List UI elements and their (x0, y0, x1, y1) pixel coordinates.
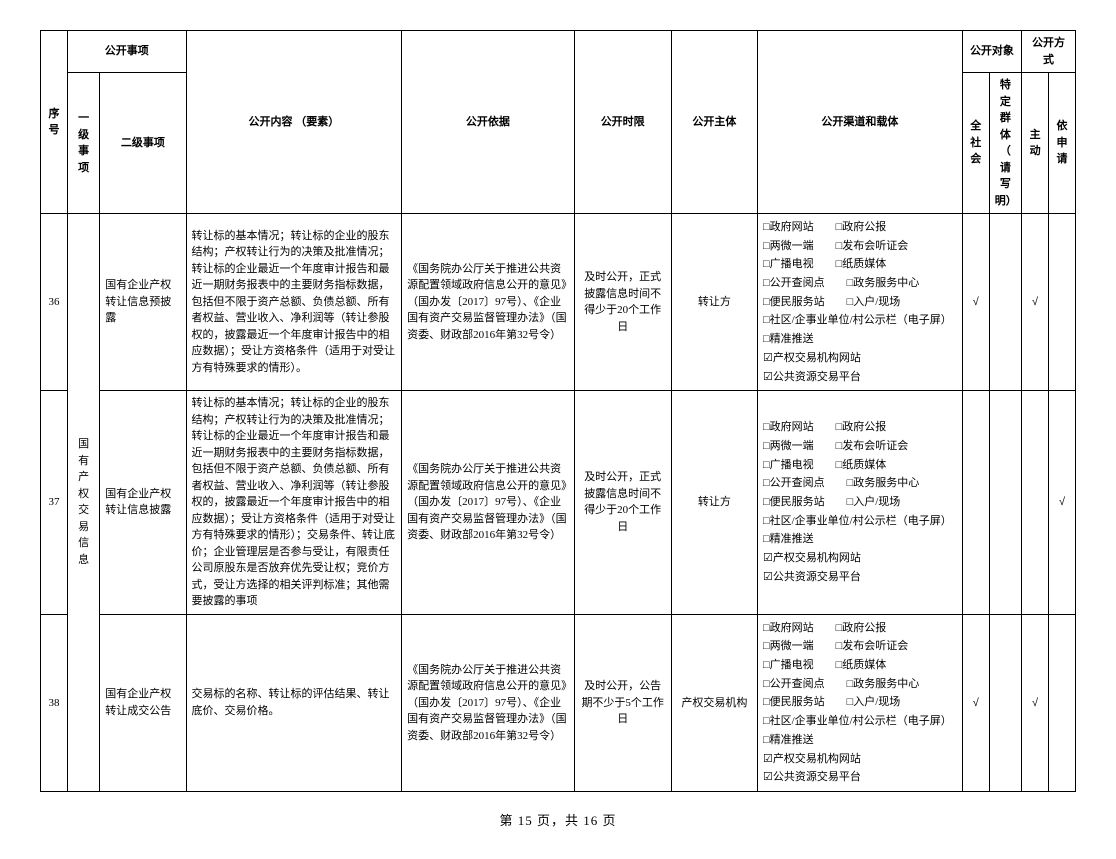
cell-request (1049, 614, 1076, 791)
hdr-method: 公开方式 (1022, 31, 1076, 73)
cell-level2: 国有企业产权转让信息预披露 (100, 214, 186, 391)
hdr-group: 特定群体（请写明） (989, 73, 1021, 214)
channel-options: □政府网站 □政府公报□两微一端 □发布会听证会□广播电视 □纸质媒体□公开查阅… (763, 619, 957, 787)
hdr-society: 全社会 (962, 73, 989, 214)
cell-content: 转让标的基本情况；转让标的企业的股东结构；产权转让行为的决策及批准情况；转让标的… (186, 214, 402, 391)
cell-seq: 36 (41, 214, 68, 391)
cell-level2: 国有企业产权转让信息披露 (100, 391, 186, 615)
hdr-content: 公开内容 （要素） (186, 31, 402, 214)
disclosure-table: 序号 公开事项 公开内容 （要素） 公开依据 公开时限 公开主体 公开渠道和载体… (40, 30, 1076, 792)
table-row: 38 国有企业产权转让成交公告交易标的名称、转让标的评估结果、转让底价、交易价格。… (41, 614, 1076, 791)
cell-request: √ (1049, 391, 1076, 615)
table-row: 37 国有企业产权转让信息披露转让标的基本情况；转让标的企业的股东结构；产权转让行… (41, 391, 1076, 615)
hdr-request: 依申请 (1049, 73, 1076, 214)
cell-group (989, 614, 1021, 791)
cell-channel: □政府网站 □政府公报□两微一端 □发布会听证会□广播电视 □纸质媒体□公开查阅… (757, 214, 962, 391)
hdr-level1: 一级事项 (67, 73, 99, 214)
cell-active: √ (1022, 214, 1049, 391)
cell-channel: □政府网站 □政府公报□两微一端 □发布会听证会□广播电视 □纸质媒体□公开查阅… (757, 391, 962, 615)
cell-society (962, 391, 989, 615)
hdr-item: 公开事项 (67, 31, 186, 73)
hdr-basis: 公开依据 (402, 31, 575, 214)
cell-time: 及时公开，公告期不少于5个工作日 (574, 614, 671, 791)
cell-basis: 《国务院办公厅关于推进公共资源配置领域政府信息公开的意见》（国办发〔2017〕9… (402, 614, 575, 791)
table-row: 36国有产权交易信息国有企业产权转让信息预披露转让标的基本情况；转让标的企业的股… (41, 214, 1076, 391)
cell-request (1049, 214, 1076, 391)
cell-seq: 37 (41, 391, 68, 615)
channel-options: □政府网站 □政府公报□两微一端 □发布会听证会□广播电视 □纸质媒体□公开查阅… (763, 418, 957, 586)
hdr-level2: 二级事项 (100, 73, 186, 214)
cell-content: 转让标的基本情况；转让标的企业的股东结构；产权转让行为的决策及批准情况；转让标的… (186, 391, 402, 615)
cell-society: √ (962, 214, 989, 391)
cell-level1: 国有产权交易信息 (67, 214, 99, 792)
hdr-active: 主动 (1022, 73, 1049, 214)
hdr-target: 公开对象 (962, 31, 1021, 73)
hdr-time: 公开时限 (574, 31, 671, 214)
cell-group (989, 391, 1021, 615)
cell-time: 及时公开，正式披露信息时间不得少于20个工作日 (574, 214, 671, 391)
cell-level2: 国有企业产权转让成交公告 (100, 614, 186, 791)
hdr-seq: 序号 (41, 31, 68, 214)
cell-basis: 《国务院办公厅关于推进公共资源配置领域政府信息公开的意见》（国办发〔2017〕9… (402, 391, 575, 615)
cell-subject: 产权交易机构 (671, 614, 757, 791)
cell-channel: □政府网站 □政府公报□两微一端 □发布会听证会□广播电视 □纸质媒体□公开查阅… (757, 614, 962, 791)
cell-active (1022, 391, 1049, 615)
cell-time: 及时公开，正式披露信息时间不得少于20个工作日 (574, 391, 671, 615)
page-footer: 第 15 页，共 16 页 (40, 810, 1076, 829)
cell-active: √ (1022, 614, 1049, 791)
cell-subject: 转让方 (671, 391, 757, 615)
cell-basis: 《国务院办公厅关于推进公共资源配置领域政府信息公开的意见》（国办发〔2017〕9… (402, 214, 575, 391)
cell-seq: 38 (41, 614, 68, 791)
hdr-channel: 公开渠道和载体 (757, 31, 962, 214)
hdr-subject: 公开主体 (671, 31, 757, 214)
cell-subject: 转让方 (671, 214, 757, 391)
cell-content: 交易标的名称、转让标的评估结果、转让底价、交易价格。 (186, 614, 402, 791)
channel-options: □政府网站 □政府公报□两微一端 □发布会听证会□广播电视 □纸质媒体□公开查阅… (763, 218, 957, 386)
cell-society: √ (962, 614, 989, 791)
cell-group (989, 214, 1021, 391)
